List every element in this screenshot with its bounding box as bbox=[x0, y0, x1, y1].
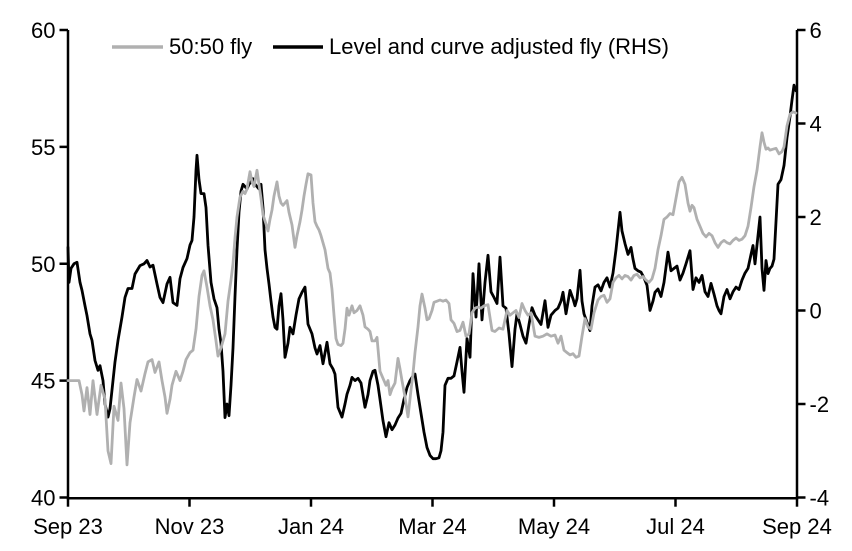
x-axis-tick-label: Mar 24 bbox=[398, 514, 466, 539]
legend-label-50-50-fly: 50:50 fly bbox=[169, 34, 252, 59]
series-layer bbox=[66, 83, 798, 467]
x-axis-tick-label: Nov 23 bbox=[155, 514, 225, 539]
right-axis-tick-label: 0 bbox=[810, 299, 822, 324]
right-axis-tick-label: 2 bbox=[810, 205, 822, 230]
right-axis-tick-label: 6 bbox=[810, 18, 822, 43]
right-axis-tick-label: -2 bbox=[810, 392, 830, 417]
x-axis-tick-label: Sep 23 bbox=[33, 514, 103, 539]
left-axis-tick-label: 45 bbox=[31, 369, 55, 394]
x-axis-tick-label: Jul 24 bbox=[646, 514, 705, 539]
legend: 50:50 fly Level and curve adjusted fly (… bbox=[112, 34, 669, 59]
series-line-50-50-fly bbox=[66, 110, 798, 467]
x-axis-tick-label: May 24 bbox=[518, 514, 590, 539]
left-axis-tick-label: 55 bbox=[31, 135, 55, 160]
x-axis-tick-label: Sep 24 bbox=[762, 514, 832, 539]
left-axis-tick-label: 60 bbox=[31, 18, 55, 43]
axes-layer: 40 45 50 55 60 -4 -2 0 2 4 6 Sep 23 Nov 23 Jan 24 Mar … bbox=[31, 18, 832, 539]
right-axis-tick-label: -4 bbox=[810, 486, 830, 511]
series-line-level-and-curve-adjusted-fly-rhs bbox=[66, 83, 798, 461]
legend-label-level-curve-adjusted-fly: Level and curve adjusted fly (RHS) bbox=[329, 34, 669, 59]
left-axis-tick-label: 40 bbox=[31, 486, 55, 511]
right-axis-tick-label: 4 bbox=[810, 112, 822, 137]
left-axis-tick-label: 50 bbox=[31, 252, 55, 277]
x-axis-tick-label: Jan 24 bbox=[278, 514, 344, 539]
